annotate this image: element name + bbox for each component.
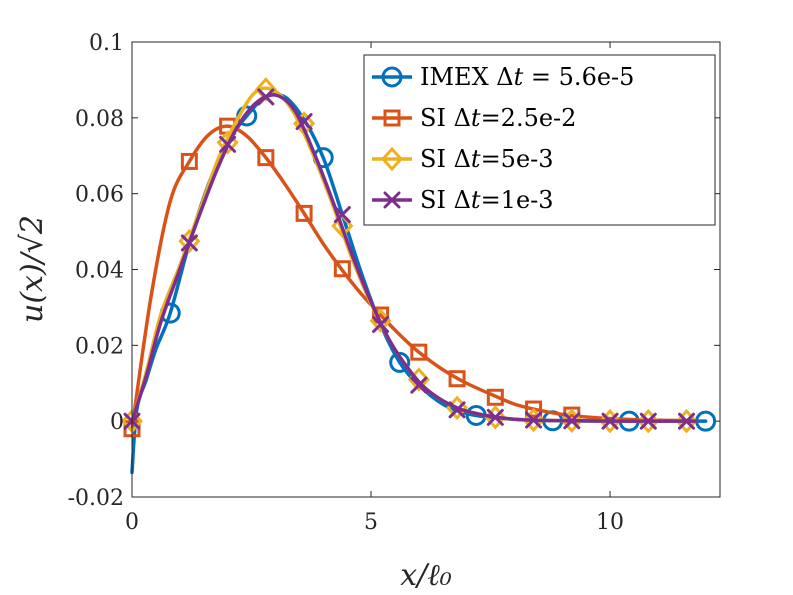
legend-label: SI Δt=2.5e-2 — [420, 104, 576, 132]
data-point — [333, 260, 351, 278]
data-point — [254, 77, 277, 102]
data-point — [410, 376, 428, 394]
legend: IMEX Δt = 5.6e-5 SI Δt=2.5e-2 SI Δt=5e-3 SI… — [363, 54, 716, 226]
y-tick-label: 0.1 — [89, 31, 124, 56]
data-point — [486, 388, 504, 406]
y-tick-label: -0.02 — [68, 486, 124, 511]
axes-box — [131, 41, 721, 498]
legend-marker — [380, 146, 404, 172]
y-tick-label: 0.08 — [75, 107, 124, 132]
data-point — [257, 149, 275, 167]
data-point — [295, 204, 313, 222]
legend-marker — [383, 109, 401, 127]
y-tick-label: 0.04 — [75, 259, 124, 284]
data-point — [180, 234, 198, 252]
y-axis-label: u(x)/√2 — [15, 215, 50, 323]
x-tick-label: 0 — [125, 510, 139, 535]
data-point — [525, 400, 543, 418]
legend-label: IMEX Δt = 5.6e-5 — [420, 63, 634, 91]
legend-label: SI Δt=1e-3 — [420, 186, 554, 214]
legend-entry: SI Δt=2.5e-2 — [372, 104, 576, 132]
data-point — [675, 408, 698, 434]
data-point — [522, 407, 545, 433]
data-point — [295, 113, 313, 131]
data-point — [372, 315, 390, 333]
data-point — [448, 401, 466, 419]
data-point — [389, 351, 411, 373]
data-point — [484, 405, 507, 430]
legend-label: SI Δt=5e-3 — [420, 145, 554, 173]
x-tick-label: 5 — [364, 510, 378, 535]
data-point — [678, 412, 696, 430]
legend-entry: SI Δt=1e-3 — [372, 186, 554, 214]
legend-marker — [383, 191, 401, 209]
data-point — [257, 88, 275, 106]
x-axis-label: x/ℓ₀ — [400, 558, 452, 593]
data-point — [601, 412, 619, 430]
series-layer — [120, 77, 717, 475]
series-line — [130, 124, 698, 431]
y-tick-label: 0.06 — [75, 183, 124, 208]
data-point — [180, 152, 198, 170]
data-point — [333, 206, 351, 224]
data-point — [599, 408, 622, 434]
y-tick-label: 0 — [110, 410, 124, 435]
data-point — [410, 343, 428, 361]
data-point — [525, 411, 543, 429]
data-point — [560, 408, 583, 434]
series-line — [130, 93, 698, 423]
data-point — [639, 412, 657, 430]
x-tick-label: 10 — [596, 510, 624, 535]
legend-entry: IMEX Δt = 5.6e-5 — [372, 63, 634, 91]
legend-box — [363, 54, 716, 226]
data-point — [637, 408, 660, 434]
data-point — [486, 408, 504, 426]
y-tick-label: 0.02 — [75, 334, 124, 359]
data-point — [448, 370, 466, 388]
data-point — [563, 412, 581, 430]
legend-entry: SI Δt=5e-3 — [372, 145, 554, 173]
legend-marker — [381, 66, 403, 88]
data-point — [219, 135, 237, 153]
